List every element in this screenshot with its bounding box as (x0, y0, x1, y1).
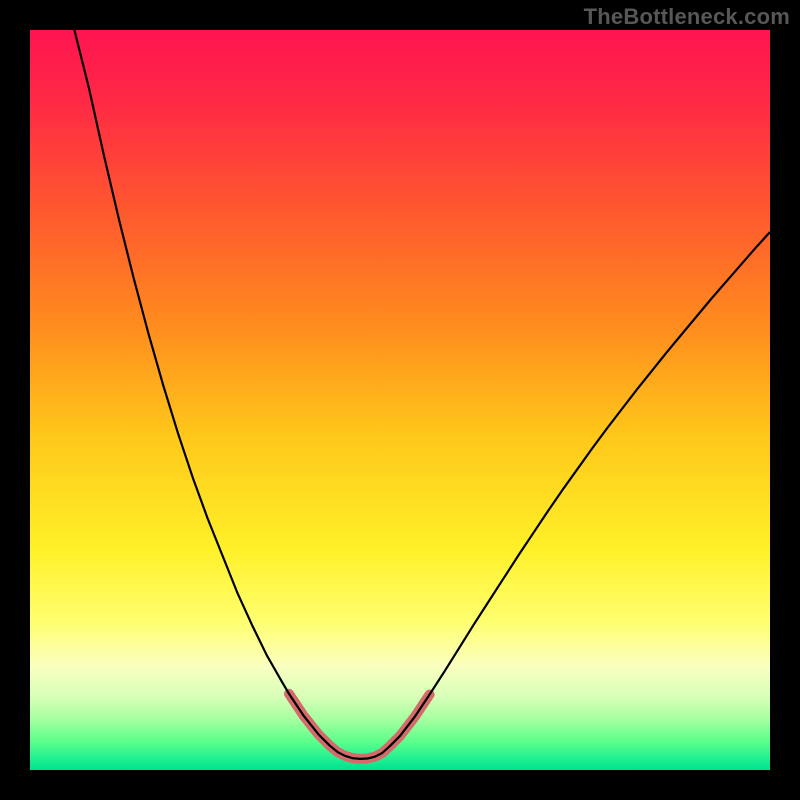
watermark-label: TheBottleneck.com (584, 4, 790, 30)
chart-frame: TheBottleneck.com (0, 0, 800, 800)
plot-area (30, 30, 770, 770)
bottleneck-curve-chart (30, 30, 770, 770)
gradient-background (30, 30, 770, 770)
